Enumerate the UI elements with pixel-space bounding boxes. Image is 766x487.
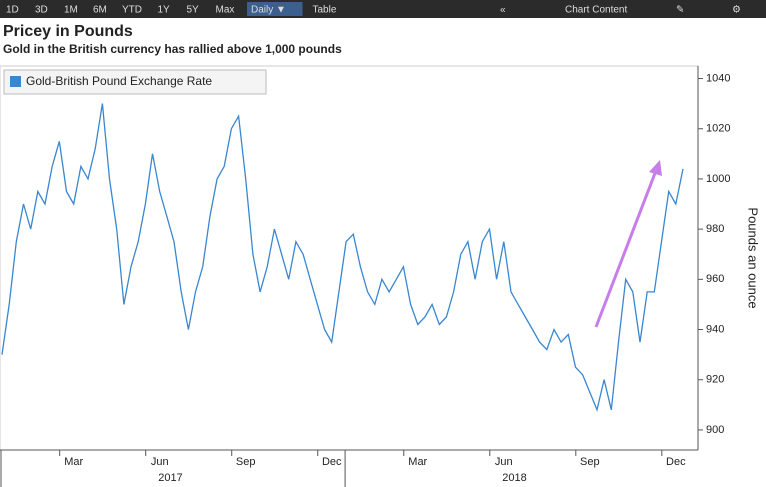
x-tick-label: Sep xyxy=(580,456,600,468)
legend-label: Gold-British Pound Exchange Rate xyxy=(26,74,212,88)
toolbar-button[interactable]: Daily ▼ xyxy=(251,5,286,16)
y-tick-label: 920 xyxy=(706,374,724,386)
plot-area xyxy=(0,65,699,451)
y-axis-label: Pounds an ounce xyxy=(746,207,761,308)
toolbar-button[interactable]: 6M xyxy=(93,5,107,16)
toolbar-button[interactable]: 1Y xyxy=(158,5,171,16)
toolbar-button[interactable]: 1M xyxy=(64,5,78,16)
y-tick-label: 980 xyxy=(706,223,724,235)
toolbar-button[interactable]: Max xyxy=(216,5,235,16)
toolbar-button[interactable]: Table xyxy=(313,5,337,16)
x-tick-label: Dec xyxy=(666,456,686,468)
annotation-arrow xyxy=(594,167,659,328)
y-tick-label: 1020 xyxy=(706,123,730,135)
toolbar-button[interactable]: 1D xyxy=(6,5,19,16)
legend-swatch xyxy=(10,76,21,87)
year-label: 2017 xyxy=(158,472,182,484)
y-tick-label: 940 xyxy=(706,323,724,335)
x-tick-label: Mar xyxy=(408,456,427,468)
x-tick-label: Jun xyxy=(495,456,513,468)
toolbar-bg xyxy=(0,0,766,18)
toolbar-button[interactable]: 3D xyxy=(35,5,48,16)
chart-subtitle: Gold in the British currency has rallied… xyxy=(3,42,342,56)
year-label: 2018 xyxy=(502,472,526,484)
toolbar-button[interactable]: YTD xyxy=(122,5,142,16)
legend-box xyxy=(3,69,267,95)
y-tick-label: 900 xyxy=(706,424,724,436)
chart-content[interactable]: Chart Content xyxy=(565,5,627,16)
x-tick-label: Mar xyxy=(64,456,83,468)
y-tick-label: 1040 xyxy=(706,72,730,84)
price-line xyxy=(1,103,684,412)
x-tick-label: Sep xyxy=(236,456,256,468)
x-tick-label: Dec xyxy=(322,456,342,468)
arrow-head xyxy=(649,160,662,176)
settings-icon[interactable]: ⚙ xyxy=(732,5,741,16)
y-tick-label: 960 xyxy=(706,273,724,285)
x-tick-label: Jun xyxy=(151,456,169,468)
toolbar-button-bg xyxy=(247,2,303,16)
edit-icon[interactable]: ✎ xyxy=(676,5,684,16)
y-tick-label: 1000 xyxy=(706,173,730,185)
chart-title: Pricey in Pounds xyxy=(3,23,133,40)
toolbar: « Chart Content ✎ ⚙ 1D 3D 1M 6M YTD 1Y 5Y Max Da… xyxy=(0,0,766,18)
collapse-icon[interactable]: « xyxy=(500,5,506,16)
toolbar-button[interactable]: 5Y xyxy=(187,5,200,16)
